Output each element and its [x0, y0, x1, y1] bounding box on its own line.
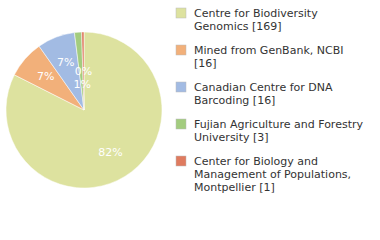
legend-swatch: [176, 45, 186, 55]
data-label: 0%: [75, 65, 92, 78]
legend-label: Centre for BiodiversityGenomics [169]: [194, 7, 318, 33]
legend-swatch: [176, 8, 186, 18]
data-label: 1%: [73, 78, 90, 91]
data-labels: 82% 7%7% 1%0%: [37, 56, 123, 159]
legend-swatch: [176, 119, 186, 129]
data-label: 7%: [57, 56, 74, 69]
pie-slice: [6, 32, 162, 188]
data-label: 7%: [37, 70, 54, 83]
pie: [6, 32, 162, 188]
legend: Centre for BiodiversityGenomics [169] Min…: [176, 7, 363, 194]
chart: 82% 7%7% 1%0% Centre for BiodiversityGenomi…: [0, 0, 380, 240]
legend-label: Canadian Centre for DNABarcoding [16]: [194, 81, 333, 107]
legend-label: Mined from GenBank, NCBI[16]: [194, 44, 343, 70]
legend-swatch: [176, 82, 186, 92]
legend-label: Center for Biology andManagement of Popu…: [194, 155, 351, 194]
data-label: 82%: [98, 146, 122, 159]
legend-swatch: [176, 156, 186, 166]
legend-label: Fujian Agriculture and ForestryUniversit…: [194, 118, 363, 144]
